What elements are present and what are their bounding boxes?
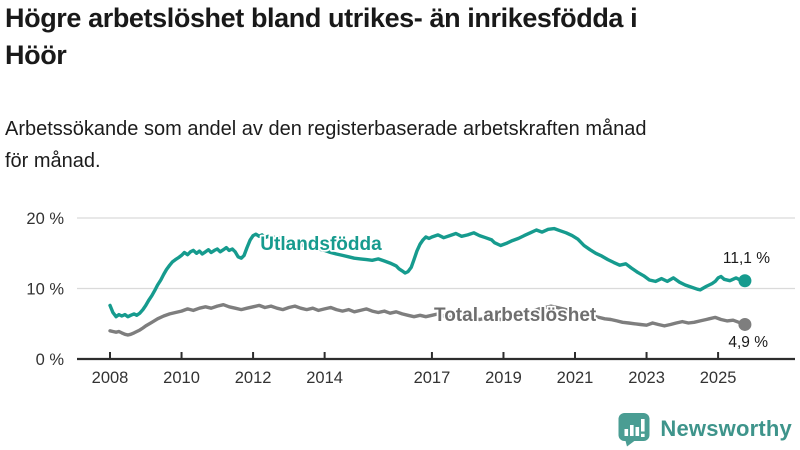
svg-text:10 %: 10 % xyxy=(26,281,64,299)
svg-text:2023: 2023 xyxy=(628,369,665,387)
x-axis xyxy=(77,352,795,361)
gridlines xyxy=(77,217,795,290)
x-axis-tick-labels: 2008 2010 2012 2014 2017 2019 2021 2023 2025 xyxy=(92,369,737,387)
page-title: Högre arbetslöshet bland utrikes- än inr… xyxy=(5,3,638,70)
series-label-utlandsfodda: Utlandsfödda xyxy=(260,234,382,255)
newsworthy-wordmark: Newsworthy xyxy=(660,416,792,441)
newsworthy-logo[interactable]: Newsworthy xyxy=(617,411,792,447)
end-dot-total xyxy=(738,317,752,331)
end-value-label-total: 4,9 % xyxy=(728,334,768,351)
svg-text:2010: 2010 xyxy=(163,369,200,387)
line-total-arbetsloshet xyxy=(108,303,747,337)
svg-text:2017: 2017 xyxy=(414,369,451,387)
svg-text:2021: 2021 xyxy=(557,369,594,387)
y-axis-tick-labels: 0 % 10 % 20 % xyxy=(26,210,64,369)
svg-text:2008: 2008 xyxy=(92,369,129,387)
svg-text:20 %: 20 % xyxy=(26,210,64,228)
chart-subtitle: Arbetssökande som andel av den registerb… xyxy=(5,118,647,172)
newsworthy-logo-icon xyxy=(618,413,650,447)
svg-text:2014: 2014 xyxy=(306,369,343,387)
end-value-label-utlandsfodda: 11,1 % xyxy=(723,250,770,267)
line-utlandsfodda xyxy=(108,226,747,319)
svg-text:2025: 2025 xyxy=(700,369,737,387)
svg-text:0 %: 0 % xyxy=(36,351,65,369)
end-dot-utlandsfodda xyxy=(738,274,752,288)
svg-text:2019: 2019 xyxy=(485,369,522,387)
svg-text:2012: 2012 xyxy=(235,369,272,387)
series-label-total: Total arbetslöshet xyxy=(434,305,597,326)
